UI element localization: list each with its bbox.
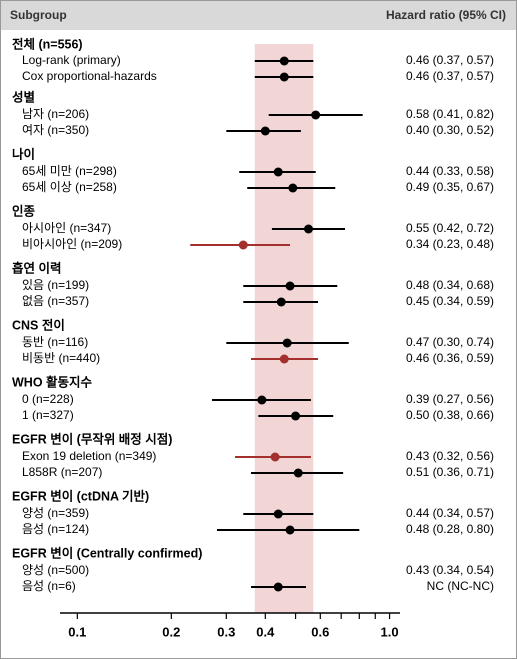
point-estimate	[276, 297, 286, 307]
point-estimate	[270, 452, 280, 462]
group-title: CNS 전이	[12, 317, 65, 332]
row-label: L858R (n=207)	[22, 465, 102, 479]
ci-text: 0.51 (0.36, 0.71)	[406, 465, 494, 479]
ci-text: 0.55 (0.42, 0.72)	[406, 221, 494, 235]
row-label: 양성 (n=500)	[22, 563, 89, 577]
ci-text: 0.34 (0.23, 0.48)	[406, 237, 494, 251]
point-estimate	[282, 338, 292, 348]
group-title: 나이	[12, 146, 35, 161]
ci-text: 0.46 (0.36, 0.59)	[406, 351, 494, 365]
group-title: EGFR 변이 (ctDNA 기반)	[12, 488, 149, 503]
ci-text: 0.48 (0.34, 0.68)	[406, 278, 494, 292]
row-label: 남자 (n=206)	[22, 107, 89, 121]
row-label: 비아시아인 (n=209)	[22, 237, 122, 251]
point-estimate	[279, 56, 289, 66]
group-title: EGFR 변이 (무작위 배정 시점)	[12, 431, 172, 446]
row-label: 동반 (n=116)	[22, 335, 88, 349]
row-label: 65세 이상 (n=258)	[22, 180, 117, 194]
ci-text: NC (NC-NC)	[427, 579, 494, 593]
row-label: 음성 (n=124)	[22, 522, 89, 536]
ci-text: 0.49 (0.35, 0.67)	[406, 180, 494, 194]
point-estimate	[257, 395, 267, 405]
row-label: 65세 미만 (n=298)	[22, 164, 117, 178]
row-label: Log-rank (primary)	[22, 53, 121, 67]
ci-text: 0.43 (0.34, 0.54)	[406, 563, 494, 577]
ci-text: 0.45 (0.34, 0.59)	[406, 294, 494, 308]
ci-text: 0.40 (0.30, 0.52)	[406, 123, 494, 137]
point-estimate	[279, 72, 289, 82]
header-right: Hazard ratio (95% CI)	[386, 8, 506, 22]
row-label: 양성 (n=359)	[22, 506, 89, 520]
row-label: 1 (n=327)	[22, 408, 74, 422]
row-label: 0 (n=228)	[22, 392, 74, 406]
point-estimate	[293, 468, 303, 478]
row-label: 있음 (n=199)	[22, 278, 89, 292]
point-estimate	[291, 411, 301, 421]
point-estimate	[303, 224, 313, 234]
x-tick-label: 1.0	[381, 624, 399, 639]
row-label: 아시아인 (n=347)	[22, 221, 111, 235]
ci-text: 0.58 (0.41, 0.82)	[406, 107, 494, 121]
row-label: 여자 (n=350)	[22, 123, 89, 137]
point-estimate	[273, 582, 283, 592]
ci-text: 0.47 (0.30, 0.74)	[406, 335, 494, 349]
row-label: Exon 19 deletion (n=349)	[22, 449, 156, 463]
point-estimate	[273, 167, 283, 177]
group-title: 인종	[12, 203, 36, 218]
x-tick-label: 0.6	[311, 624, 329, 639]
header-left: Subgroup	[10, 8, 67, 22]
ci-text: 0.43 (0.32, 0.56)	[406, 449, 494, 463]
reference-band	[254, 44, 314, 613]
ci-text: 0.48 (0.28, 0.80)	[406, 522, 494, 536]
ci-text: 0.39 (0.27, 0.56)	[406, 392, 494, 406]
x-tick-label: 0.2	[162, 624, 180, 639]
ci-text: 0.44 (0.34, 0.57)	[406, 506, 494, 520]
group-title: WHO 활동지수	[12, 374, 93, 389]
ci-text: 0.46 (0.37, 0.57)	[406, 69, 494, 83]
point-estimate	[260, 126, 270, 136]
x-tick-label: 0.4	[256, 624, 275, 639]
group-title: EGFR 변이 (Centrally confirmed)	[12, 545, 202, 560]
header-bar	[1, 1, 516, 30]
point-estimate	[311, 110, 321, 120]
point-estimate	[273, 509, 283, 519]
ci-text: 0.50 (0.38, 0.66)	[406, 408, 494, 422]
row-label: 없음 (n=357)	[22, 294, 89, 308]
point-estimate	[238, 240, 248, 250]
group-title: 성별	[12, 89, 35, 104]
ci-text: 0.44 (0.33, 0.58)	[406, 164, 494, 178]
group-title: 전체 (n=556)	[12, 36, 83, 51]
point-estimate	[288, 183, 298, 193]
point-estimate	[285, 525, 295, 535]
x-tick-label: 0.1	[68, 624, 86, 639]
point-estimate	[279, 354, 289, 364]
row-label: 비동반 (n=440)	[22, 351, 100, 365]
point-estimate	[285, 281, 295, 291]
row-label: Cox proportional-hazards	[22, 69, 157, 83]
group-title: 흡연 이력	[12, 260, 61, 275]
ci-text: 0.46 (0.37, 0.57)	[406, 53, 494, 67]
row-label: 음성 (n=6)	[22, 579, 76, 593]
x-tick-label: 0.3	[217, 624, 235, 639]
